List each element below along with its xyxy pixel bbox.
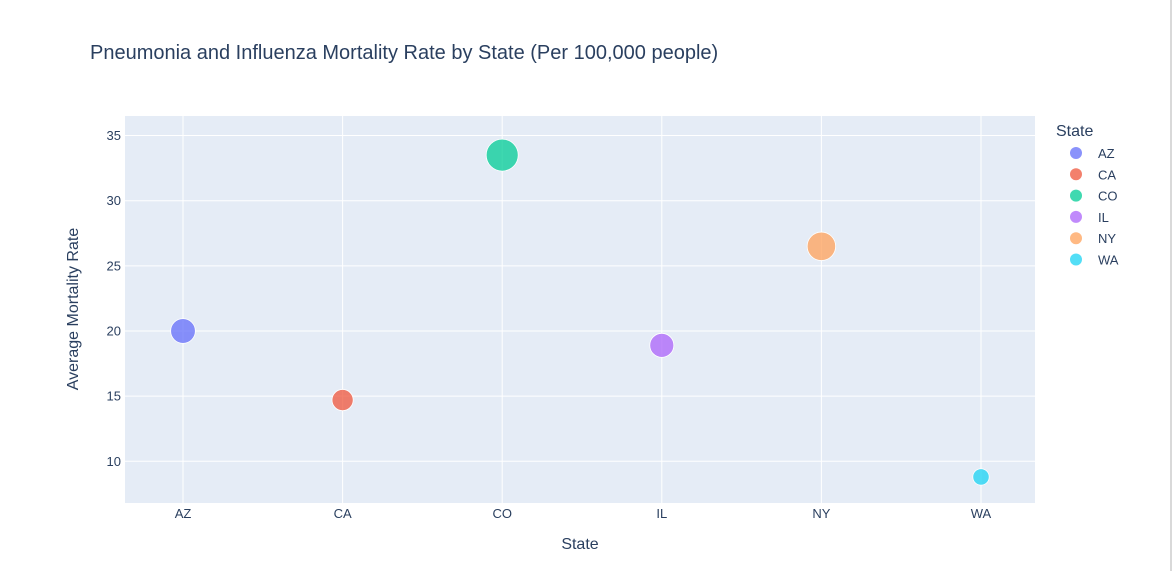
- plot-area: [125, 116, 1035, 503]
- point-co[interactable]: [485, 138, 519, 172]
- legend-item-ny[interactable]: NY: [1070, 231, 1116, 246]
- point-ny[interactable]: [806, 231, 837, 261]
- legend-label: NY: [1098, 231, 1116, 246]
- legend-item-il[interactable]: IL: [1070, 210, 1109, 225]
- point-il[interactable]: [649, 332, 675, 358]
- legend-label: CA: [1098, 167, 1116, 182]
- y-tick-labels: 10 15 20 25 30 35: [107, 128, 121, 469]
- legend-item-az[interactable]: AZ: [1070, 146, 1115, 161]
- y-tick-label: 20: [107, 324, 121, 339]
- legend-marker: [1070, 168, 1082, 181]
- x-tick-label: CO: [492, 506, 512, 521]
- y-tick-label: 25: [107, 258, 121, 273]
- legend-marker: [1070, 147, 1082, 159]
- legend-title: State: [1056, 123, 1093, 140]
- window-edge: [1170, 0, 1172, 571]
- legend-item-ca[interactable]: CA: [1070, 167, 1116, 182]
- x-tick-label: CA: [334, 506, 352, 521]
- legend-label: IL: [1098, 210, 1109, 225]
- y-tick-label: 30: [107, 193, 121, 208]
- chart-title: Pneumonia and Influenza Mortality Rate b…: [90, 42, 718, 64]
- legend-item-wa[interactable]: WA: [1070, 253, 1119, 268]
- data-points: [170, 138, 990, 486]
- grid-lines: [125, 116, 1035, 503]
- point-wa[interactable]: [972, 468, 990, 486]
- y-axis-title: Average Mortality Rate: [65, 228, 82, 391]
- point-az[interactable]: [170, 318, 196, 344]
- legend-label: WA: [1098, 253, 1119, 268]
- legend-label: CO: [1098, 189, 1118, 204]
- y-tick-label: 35: [107, 128, 121, 143]
- legend-label: AZ: [1098, 146, 1115, 161]
- legend-marker: [1070, 210, 1082, 223]
- legend-item-co[interactable]: CO: [1070, 189, 1118, 204]
- point-ca[interactable]: [331, 389, 354, 412]
- legend-marker: [1070, 232, 1082, 245]
- legend-marker: [1070, 189, 1082, 202]
- legend[interactable]: State AZ CA CO IL NY WA: [1056, 123, 1119, 268]
- x-tick-label: AZ: [175, 506, 192, 521]
- legend-marker: [1070, 253, 1082, 266]
- x-tick-labels: AZ CA CO IL NY WA: [175, 506, 992, 521]
- x-axis-title: State: [561, 536, 598, 553]
- y-tick-label: 15: [107, 389, 121, 404]
- x-tick-label: WA: [971, 506, 992, 521]
- x-tick-label: IL: [656, 506, 667, 521]
- x-tick-label: NY: [812, 506, 830, 521]
- y-tick-label: 10: [107, 454, 121, 469]
